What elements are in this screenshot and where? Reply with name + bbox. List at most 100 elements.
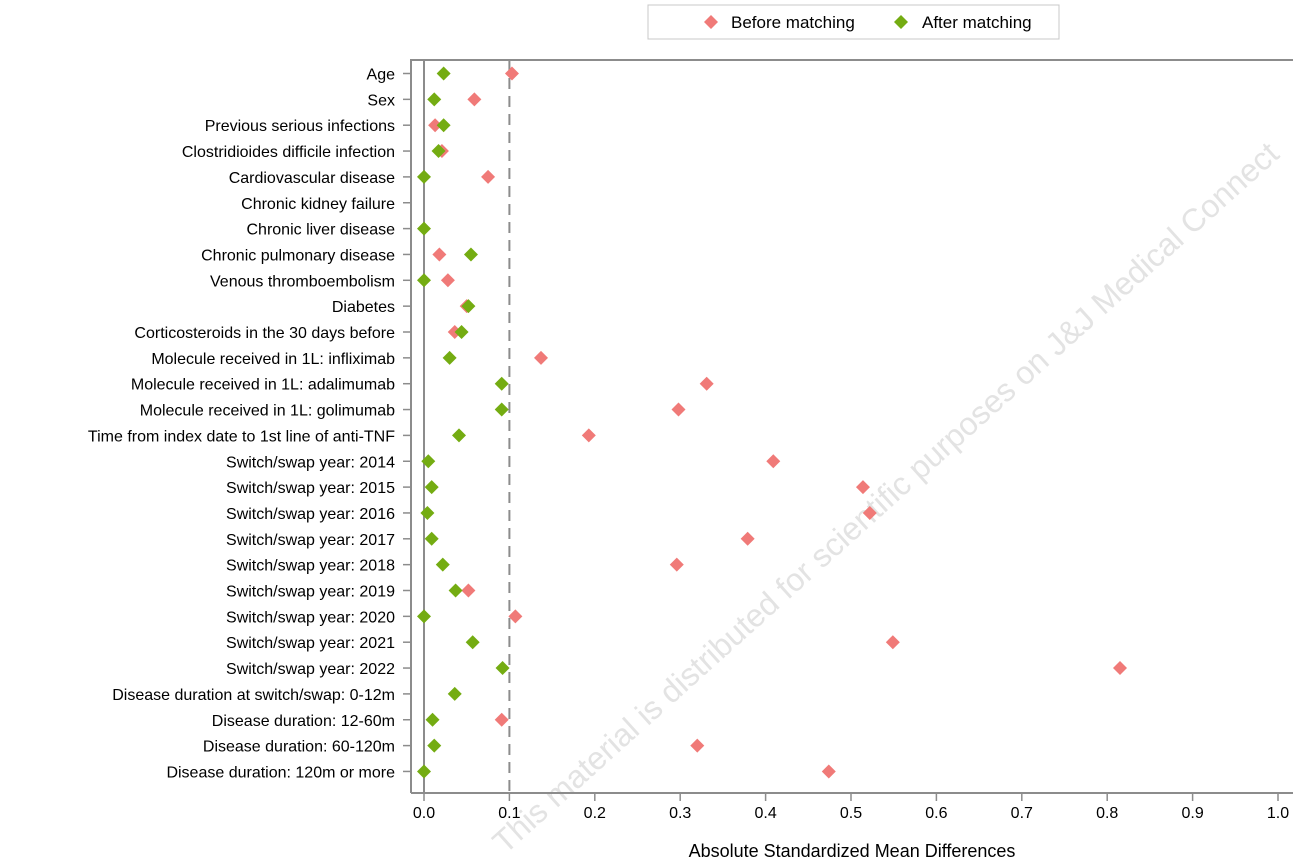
data-point xyxy=(424,531,439,546)
category-label: Diabetes xyxy=(332,299,395,316)
data-point xyxy=(740,531,755,546)
category-label: Disease duration at switch/swap: 0-12m xyxy=(112,687,395,704)
x-tick-label: 0.6 xyxy=(925,805,947,822)
watermark: This material is distributed for scienti… xyxy=(486,135,1286,860)
data-point xyxy=(442,350,457,365)
category-label: Sex xyxy=(367,92,395,109)
x-tick-label: 0.8 xyxy=(1096,805,1118,822)
data-point xyxy=(481,169,496,184)
category-label: Chronic pulmonary disease xyxy=(201,247,395,264)
category-label: Switch/swap year: 2014 xyxy=(226,454,395,471)
category-label: Switch/swap year: 2016 xyxy=(226,506,395,523)
data-point xyxy=(581,428,596,443)
x-axis: 0.0 0.1 0.2 0.3 0.4 0.5 0.6 0.7 0.8 0.9 1.0 Absolut… xyxy=(413,793,1289,861)
category-label: Disease duration: 120m or more xyxy=(166,764,395,781)
data-point xyxy=(461,299,476,314)
watermark-text: This material is distributed for scienti… xyxy=(486,135,1286,860)
legend-marker xyxy=(704,15,718,29)
category-label: Chronic liver disease xyxy=(246,222,395,239)
category-label: Disease duration: 60-120m xyxy=(203,739,395,756)
data-point xyxy=(855,480,870,495)
category-label: Chronic kidney failure xyxy=(241,196,395,213)
category-label: Molecule received in 1L: adalimumab xyxy=(131,377,395,394)
data-point xyxy=(821,764,836,779)
category-label: Switch/swap year: 2017 xyxy=(226,532,395,549)
data-point xyxy=(417,764,431,779)
data-point xyxy=(424,480,439,495)
category-label: Corticosteroids in the 30 days before xyxy=(134,325,395,342)
data-point xyxy=(420,505,435,520)
data-point xyxy=(533,350,548,365)
data-point xyxy=(428,118,443,133)
plot-area xyxy=(410,59,1293,794)
data-point xyxy=(467,92,482,107)
data-point xyxy=(766,454,781,469)
category-label: Switch/swap year: 2018 xyxy=(226,558,395,575)
data-point xyxy=(465,635,480,650)
data-point xyxy=(440,273,455,288)
category-label: Age xyxy=(367,67,396,84)
legend-label: Before matching xyxy=(731,13,855,32)
data-point xyxy=(885,635,900,650)
data-point xyxy=(436,118,451,133)
category-label: Molecule received in 1L: golimumab xyxy=(140,403,395,420)
data-point xyxy=(452,428,467,443)
data-point xyxy=(495,661,510,676)
data-point xyxy=(454,325,469,339)
x-axis-title: Absolute Standardized Mean Differences xyxy=(689,841,1016,861)
data-point xyxy=(417,609,431,624)
data-point xyxy=(671,402,686,417)
data-point xyxy=(447,686,462,701)
category-label: Switch/swap year: 2021 xyxy=(226,635,395,652)
data-point xyxy=(508,609,523,624)
data-point xyxy=(494,712,509,727)
data-point xyxy=(494,402,509,417)
category-label: Switch/swap year: 2020 xyxy=(226,609,395,626)
series-before-matching xyxy=(428,66,1128,779)
data-point xyxy=(425,712,440,727)
data-point xyxy=(690,738,705,753)
data-point xyxy=(669,557,684,572)
data-point xyxy=(448,583,463,598)
data-point xyxy=(421,454,436,469)
x-tick-label: 1.0 xyxy=(1267,805,1289,822)
data-point xyxy=(435,557,450,572)
category-label: Clostridioides difficile infection xyxy=(182,144,395,161)
data-point xyxy=(436,66,451,81)
data-marks xyxy=(417,66,1128,779)
data-point xyxy=(463,247,478,262)
x-tick-label: 0.1 xyxy=(498,805,520,822)
data-point xyxy=(427,92,442,107)
data-point xyxy=(431,144,446,159)
x-tick-label: 0.0 xyxy=(413,805,435,822)
category-label: Venous thromboembolism xyxy=(210,273,395,290)
data-point xyxy=(417,273,431,288)
category-label: Switch/swap year: 2015 xyxy=(226,480,395,497)
series-after-matching xyxy=(417,66,510,779)
data-point xyxy=(417,221,431,236)
category-label: Switch/swap year: 2022 xyxy=(226,661,395,678)
data-point xyxy=(427,738,442,753)
x-tick-label: 0.2 xyxy=(584,805,606,822)
x-tick-label: 0.3 xyxy=(669,805,691,822)
category-label: Switch/swap year: 2019 xyxy=(226,584,395,601)
x-tick-label: 0.4 xyxy=(754,805,776,822)
data-point xyxy=(1113,661,1128,676)
plot-frame xyxy=(410,59,1293,793)
legend: Before matching After matching xyxy=(647,4,1060,40)
category-labels: Age Sex Previous serious infections Clostri… xyxy=(88,67,411,781)
data-point xyxy=(417,169,431,184)
x-tick-label: 0.7 xyxy=(1011,805,1033,822)
category-label: Molecule received in 1L: infliximab xyxy=(151,351,395,368)
data-point xyxy=(504,66,519,81)
legend-marker xyxy=(894,15,908,29)
data-point xyxy=(461,583,476,598)
data-point xyxy=(494,376,509,391)
category-label: Time from index date to 1st line of anti… xyxy=(88,428,395,445)
category-label: Previous serious infections xyxy=(205,118,395,135)
x-tick-label: 0.9 xyxy=(1181,805,1203,822)
data-point xyxy=(699,376,714,391)
data-point xyxy=(432,247,447,262)
category-label: Cardiovascular disease xyxy=(229,170,395,187)
